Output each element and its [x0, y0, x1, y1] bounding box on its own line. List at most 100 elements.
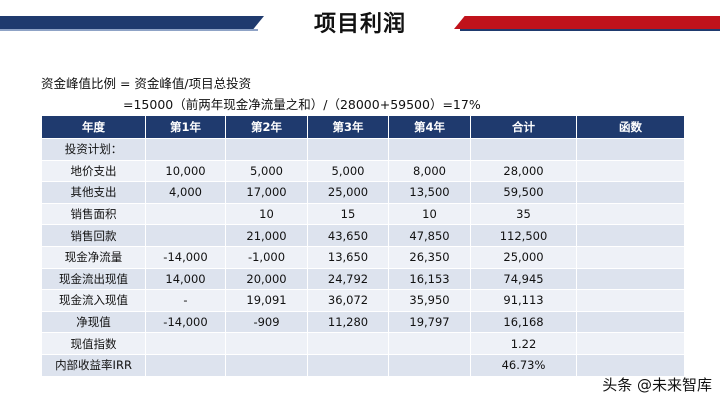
table-cell-year-3: 25,000	[307, 181, 389, 204]
table-cell-year-2	[225, 353, 308, 377]
table-cell-function	[576, 289, 685, 312]
table-cell-year-2	[225, 332, 308, 355]
profit-table: 年度 第1年 第2年 第3年 第4年 合计 函数 投资计划： 地价支出 10,000…	[41, 115, 685, 377]
slide-title: 项目利润	[313, 12, 406, 37]
table-cell-year-1: 4,000	[145, 181, 226, 204]
table-cell-function	[576, 310, 685, 334]
table-cell-label: 现值指数	[41, 332, 146, 355]
table-cell-total: 35	[470, 202, 577, 226]
table-cell-function	[576, 332, 685, 355]
formula-line-2: =15000（前两年现金净流量之和）/（28000+59500）=17%	[123, 97, 481, 112]
table-row: 现金净流量 -14,000 -1,000 13,650 26,350 25,000	[41, 245, 685, 269]
table-cell-label: 现金流入现值	[41, 289, 146, 312]
table-cell-function	[576, 267, 685, 291]
table-row: 现金流入现值 -19,091 36,072 35,950 91,113	[41, 289, 685, 312]
table-cell-total: 91,113	[470, 289, 577, 312]
table-cell-function	[576, 353, 685, 377]
header-year-1: 第1年	[145, 115, 226, 139]
table-cell-year-1: -	[145, 289, 226, 312]
table-cell-total: 16,168	[470, 310, 577, 334]
table-cell-year-2: 20,000	[225, 267, 308, 291]
table-cell-total	[470, 138, 577, 161]
header-bar-left-accent	[0, 29, 258, 31]
table-cell-year-3: 43,650	[307, 224, 389, 247]
table-cell-year-2: 10	[225, 202, 308, 226]
formula-line-1: 资金峰值比例 = 资金峰值/项目总投资	[41, 76, 252, 91]
table-row: 内部收益率IRR 46.73%	[41, 353, 685, 377]
table-cell-year-1: -14,000	[145, 245, 226, 269]
header-bar-right-accent	[460, 29, 720, 31]
table-cell-total: 1.22	[470, 332, 577, 355]
header-bar-left	[0, 16, 264, 29]
table-cell-year-3	[307, 353, 389, 377]
table-cell-year-3: 15	[307, 202, 389, 226]
header-year-2: 第2年	[225, 115, 308, 139]
table-cell-year-4: 8,000	[388, 159, 471, 183]
table-cell-year-2	[225, 138, 308, 161]
table-cell-label: 地价支出	[41, 159, 146, 183]
table-cell-total: 112,500	[470, 224, 577, 247]
table-cell-label: 其他支出	[41, 181, 146, 204]
table-cell-year-3: 11,280	[307, 310, 389, 334]
table-cell-label: 净现值	[41, 310, 146, 334]
table-cell-year-2: -909	[225, 310, 308, 334]
table-cell-year-4: 47,850	[388, 224, 471, 247]
table-row: 其他支出 4,000 17,000 25,000 13,500 59,500	[41, 181, 685, 204]
header-total: 合计	[470, 115, 577, 139]
table-row: 现金流出现值 14,000 20,000 24,792 16,153 74,945	[41, 267, 685, 291]
table-cell-total: 28,000	[470, 159, 577, 183]
table-row: 净现值 -14,000 -909 11,280 19,797 16,168	[41, 310, 685, 334]
table-cell-year-1	[145, 138, 226, 161]
table-cell-year-1	[145, 353, 226, 377]
table-cell-year-2: 19,091	[225, 289, 308, 312]
table-row: 地价支出 10,000 5,000 5,000 8,000 28,000	[41, 159, 685, 183]
table-cell-label: 内部收益率IRR	[41, 353, 146, 377]
table-cell-year-2: -1,000	[225, 245, 308, 269]
table-cell-label: 现金流出现值	[41, 267, 146, 291]
table-cell-year-2: 17,000	[225, 181, 308, 204]
table-cell-function	[576, 245, 685, 269]
table-row: 现值指数 1.22	[41, 332, 685, 355]
table-row: 销售回款 21,000 43,650 47,850 112,500	[41, 224, 685, 247]
table-cell-label: 投资计划：	[41, 138, 146, 161]
table-cell-year-4: 16,153	[388, 267, 471, 291]
table-cell-year-4: 10	[388, 202, 471, 226]
table-cell-year-1: -14,000	[145, 310, 226, 334]
table-row: 投资计划：	[41, 138, 685, 161]
table-cell-year-4	[388, 353, 471, 377]
table-cell-year-1	[145, 332, 226, 355]
table-cell-year-4	[388, 332, 471, 355]
table-cell-year-3: 36,072	[307, 289, 389, 312]
table-cell-total: 59,500	[470, 181, 577, 204]
table-cell-label: 现金净流量	[41, 245, 146, 269]
table-cell-year-4: 35,950	[388, 289, 471, 312]
watermark: 头条 @未来智库	[602, 376, 712, 394]
table-cell-year-4: 13,500	[388, 181, 471, 204]
table-cell-function	[576, 181, 685, 204]
table-cell-year-2: 21,000	[225, 224, 308, 247]
table-cell-year-3: 5,000	[307, 159, 389, 183]
table-header-row: 年度 第1年 第2年 第3年 第4年 合计 函数	[41, 115, 685, 139]
table-cell-function	[576, 224, 685, 247]
table-cell-year-1	[145, 202, 226, 226]
table-body: 投资计划： 地价支出 10,000 5,000 5,000 8,000 28,000 其他支出…	[41, 138, 685, 377]
table-cell-year-3	[307, 138, 389, 161]
table-cell-total: 46.73%	[470, 353, 577, 377]
header-bar-right	[454, 16, 720, 29]
table-cell-year-3: 13,650	[307, 245, 389, 269]
header-year: 年度	[41, 115, 146, 139]
header-year-4: 第4年	[388, 115, 471, 139]
table-cell-year-1: 10,000	[145, 159, 226, 183]
header-year-3: 第3年	[307, 115, 389, 139]
table-cell-year-1: 14,000	[145, 267, 226, 291]
table-cell-total: 74,945	[470, 267, 577, 291]
table-cell-total: 25,000	[470, 245, 577, 269]
table-cell-year-1	[145, 224, 226, 247]
table-cell-year-3: 24,792	[307, 267, 389, 291]
header-function: 函数	[576, 115, 685, 139]
table-cell-function	[576, 138, 685, 161]
table-cell-label: 销售回款	[41, 224, 146, 247]
table-cell-function	[576, 159, 685, 183]
table-cell-label: 销售面积	[41, 202, 146, 226]
table-cell-year-4: 19,797	[388, 310, 471, 334]
